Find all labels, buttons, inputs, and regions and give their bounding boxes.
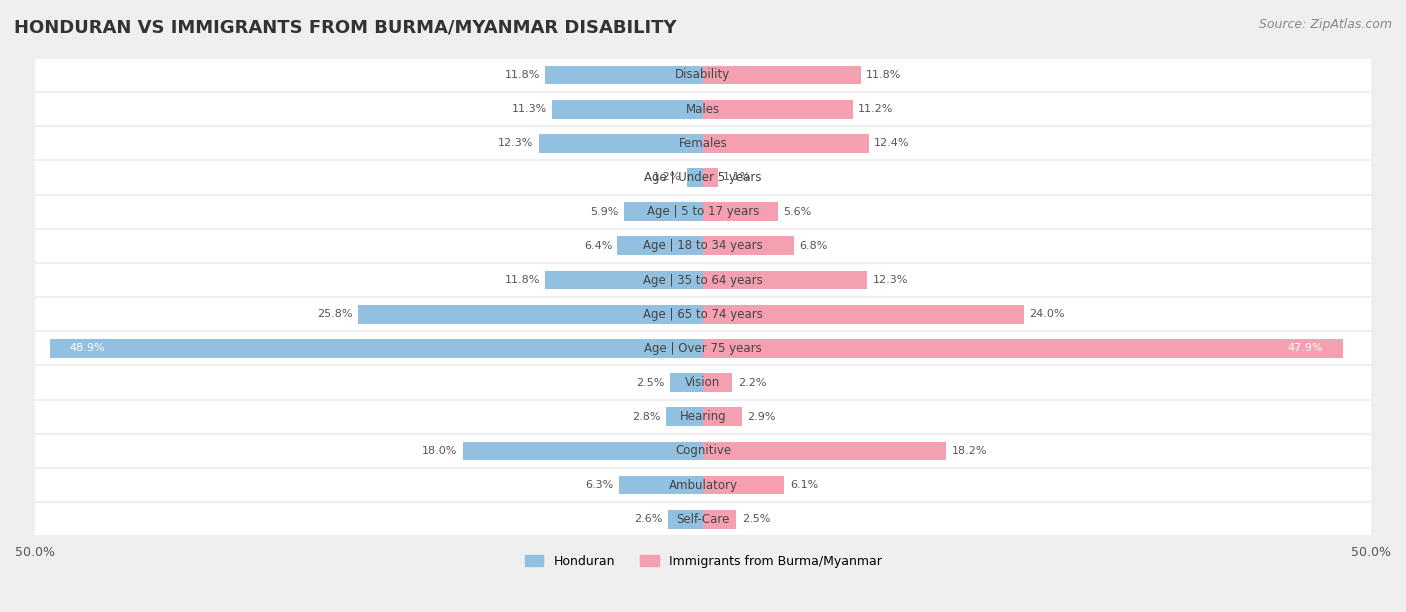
Text: 11.8%: 11.8% <box>505 70 540 80</box>
Text: Age | 35 to 64 years: Age | 35 to 64 years <box>643 274 763 286</box>
FancyBboxPatch shape <box>35 502 1371 536</box>
Legend: Honduran, Immigrants from Burma/Myanmar: Honduran, Immigrants from Burma/Myanmar <box>520 550 886 573</box>
Bar <box>703 373 733 392</box>
Text: 2.6%: 2.6% <box>634 514 662 524</box>
Text: Females: Females <box>679 137 727 150</box>
Text: 6.3%: 6.3% <box>585 480 613 490</box>
Bar <box>703 134 869 152</box>
Text: Age | Over 75 years: Age | Over 75 years <box>644 342 762 355</box>
FancyBboxPatch shape <box>35 400 1371 434</box>
Text: HONDURAN VS IMMIGRANTS FROM BURMA/MYANMAR DISABILITY: HONDURAN VS IMMIGRANTS FROM BURMA/MYANMA… <box>14 18 676 36</box>
Text: 6.1%: 6.1% <box>790 480 818 490</box>
Bar <box>703 305 1024 324</box>
Bar <box>553 100 703 119</box>
FancyBboxPatch shape <box>35 229 1371 263</box>
Text: 11.3%: 11.3% <box>512 104 547 114</box>
Text: Age | Under 5 years: Age | Under 5 years <box>644 171 762 184</box>
FancyBboxPatch shape <box>35 297 1371 331</box>
Text: Cognitive: Cognitive <box>675 444 731 457</box>
Bar <box>624 202 703 221</box>
Bar <box>703 202 778 221</box>
Text: 5.6%: 5.6% <box>783 207 811 217</box>
Text: Males: Males <box>686 103 720 116</box>
Text: 24.0%: 24.0% <box>1029 309 1064 319</box>
Bar <box>703 476 785 494</box>
FancyBboxPatch shape <box>35 365 1371 400</box>
Text: 18.0%: 18.0% <box>422 446 457 456</box>
Text: 2.5%: 2.5% <box>636 378 664 387</box>
FancyBboxPatch shape <box>35 331 1371 365</box>
FancyBboxPatch shape <box>35 58 1371 92</box>
Bar <box>359 305 703 324</box>
Bar <box>617 236 703 255</box>
Text: Ambulatory: Ambulatory <box>668 479 738 491</box>
Bar <box>665 408 703 426</box>
Bar <box>703 100 852 119</box>
Text: 12.3%: 12.3% <box>498 138 533 148</box>
Bar <box>703 510 737 529</box>
Bar <box>619 476 703 494</box>
Bar <box>463 441 703 460</box>
Text: Vision: Vision <box>685 376 721 389</box>
Bar <box>688 168 703 187</box>
Text: Source: ZipAtlas.com: Source: ZipAtlas.com <box>1258 18 1392 31</box>
Text: 18.2%: 18.2% <box>952 446 987 456</box>
Bar <box>49 339 703 358</box>
Bar <box>703 408 742 426</box>
Bar <box>546 271 703 289</box>
Bar <box>703 65 860 84</box>
Text: 1.1%: 1.1% <box>723 173 751 182</box>
FancyBboxPatch shape <box>35 434 1371 468</box>
Text: Hearing: Hearing <box>679 410 727 424</box>
Text: Age | 65 to 74 years: Age | 65 to 74 years <box>643 308 763 321</box>
Text: 11.2%: 11.2% <box>858 104 893 114</box>
Text: 47.9%: 47.9% <box>1288 343 1323 353</box>
Text: 2.8%: 2.8% <box>631 412 661 422</box>
Text: Disability: Disability <box>675 69 731 81</box>
Bar <box>538 134 703 152</box>
Bar <box>668 510 703 529</box>
Text: Self-Care: Self-Care <box>676 513 730 526</box>
Text: 12.4%: 12.4% <box>875 138 910 148</box>
Text: 2.9%: 2.9% <box>747 412 776 422</box>
Text: 25.8%: 25.8% <box>318 309 353 319</box>
Text: 12.3%: 12.3% <box>873 275 908 285</box>
Text: Age | 18 to 34 years: Age | 18 to 34 years <box>643 239 763 252</box>
FancyBboxPatch shape <box>35 160 1371 195</box>
Bar <box>703 236 794 255</box>
FancyBboxPatch shape <box>35 468 1371 502</box>
Bar <box>703 168 717 187</box>
Bar <box>669 373 703 392</box>
Text: 2.5%: 2.5% <box>742 514 770 524</box>
Text: 6.4%: 6.4% <box>583 241 612 251</box>
FancyBboxPatch shape <box>35 263 1371 297</box>
Text: 6.8%: 6.8% <box>799 241 828 251</box>
Text: 2.2%: 2.2% <box>738 378 766 387</box>
Bar <box>703 271 868 289</box>
Bar <box>546 65 703 84</box>
Bar <box>703 339 1343 358</box>
FancyBboxPatch shape <box>35 126 1371 160</box>
Text: 1.2%: 1.2% <box>654 173 682 182</box>
Text: Age | 5 to 17 years: Age | 5 to 17 years <box>647 205 759 218</box>
FancyBboxPatch shape <box>35 195 1371 229</box>
Text: 11.8%: 11.8% <box>866 70 901 80</box>
Text: 48.9%: 48.9% <box>70 343 105 353</box>
FancyBboxPatch shape <box>35 92 1371 126</box>
Text: 5.9%: 5.9% <box>591 207 619 217</box>
Text: 11.8%: 11.8% <box>505 275 540 285</box>
Bar <box>703 441 946 460</box>
